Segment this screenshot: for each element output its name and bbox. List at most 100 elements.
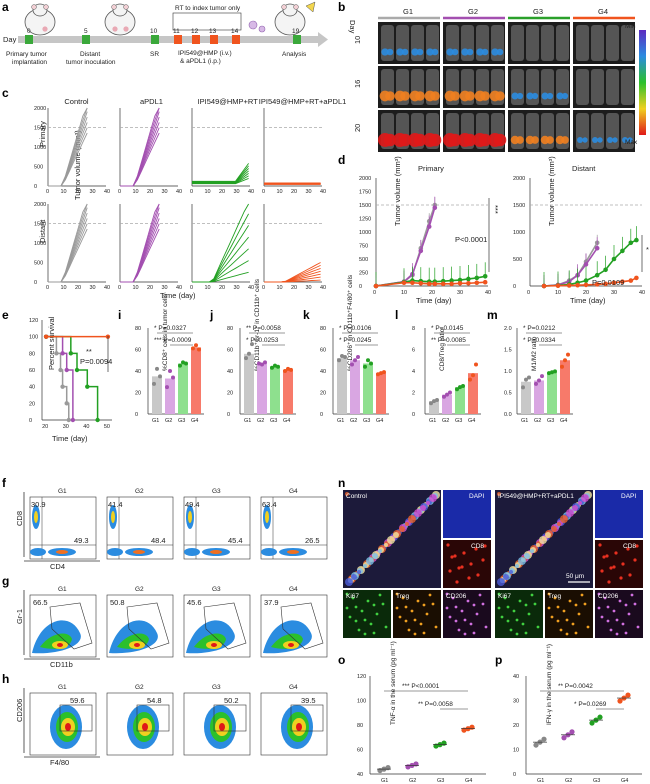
d-point <box>634 275 639 281</box>
d-ytick: 1500 <box>359 203 371 209</box>
d-point <box>603 281 608 287</box>
d-ytick: 1500 <box>513 203 525 209</box>
c-xtick: 0 <box>46 189 49 195</box>
f-ylabel: CD8 <box>15 511 24 526</box>
n-tile-dot <box>500 615 504 619</box>
e-point <box>85 384 90 389</box>
n-tile-dot <box>524 631 528 635</box>
b-group-G2: G2 <box>468 7 478 16</box>
bar-sig-1: * P=0.0327 <box>154 325 187 332</box>
c-ytick: 1000 <box>34 145 46 151</box>
n-tile-dot <box>369 622 373 626</box>
bar-ylabel-k: %CD206⁺ in CD11b⁺F4/80⁺ cells <box>347 274 354 371</box>
n-cell <box>518 557 526 565</box>
d-point <box>583 282 589 288</box>
b-mouse-silhouette <box>491 25 504 61</box>
n-tile-dot <box>597 606 601 610</box>
h-gate <box>136 704 170 732</box>
b-signal <box>480 91 490 101</box>
c-xtick: 10 <box>205 189 211 195</box>
c-curve <box>120 122 160 187</box>
g-gate <box>280 602 324 650</box>
c-xtick: 30 <box>162 189 168 195</box>
c-xtick: 0 <box>118 285 121 291</box>
mouse-icon-1 <box>24 3 56 36</box>
n-tile-dot <box>547 606 551 610</box>
n-cell <box>357 570 361 574</box>
p-dot-G2 <box>569 729 575 735</box>
f-value-br-G1: 49.3 <box>74 536 89 545</box>
d-point <box>620 279 625 284</box>
n-tile-dot <box>354 605 358 609</box>
n-tile-dot <box>562 609 566 613</box>
b-signal <box>546 136 554 144</box>
panel-label-e: e <box>2 308 9 322</box>
bar-ytick: 0 <box>135 412 138 418</box>
d-ytick: 750 <box>359 244 368 250</box>
c-xtick: 0 <box>262 285 265 291</box>
n-cd8-dot <box>455 580 459 584</box>
p-sig-1: ** P=0.0042 <box>558 683 593 690</box>
rt-bracket <box>172 12 242 31</box>
bar-dot <box>560 364 564 369</box>
d-ytick: 500 <box>513 257 522 263</box>
e-p: P=0.0094 <box>80 357 112 366</box>
n-cell <box>414 509 422 517</box>
n-tile-dot <box>428 593 432 597</box>
b-signal <box>413 133 427 147</box>
d-point <box>432 281 438 287</box>
e-xtick: 50 <box>104 424 110 430</box>
bar-dot <box>524 377 528 382</box>
c-xtick: 0 <box>262 189 265 195</box>
b-mouse-silhouette <box>476 25 489 61</box>
timeline-ticks <box>25 35 301 44</box>
n-tile-label: CD8 <box>471 543 484 550</box>
g-gate <box>203 602 247 650</box>
n-cd8-dot <box>614 551 618 555</box>
c-xtick: 20 <box>75 285 81 291</box>
b-mouse-silhouette <box>396 25 409 61</box>
n-tile-dot <box>606 605 610 609</box>
f-value-tl-G3: 49.4 <box>185 500 200 509</box>
c-ytick: 1500 <box>34 222 46 228</box>
e-ylabel: Percent survival <box>47 316 56 370</box>
p-dot-G1 <box>533 742 539 748</box>
bar-dot <box>283 369 287 373</box>
e-point <box>68 351 74 356</box>
d-xtick: 40 <box>639 290 645 296</box>
n-tile-dot <box>603 596 607 600</box>
c-curve <box>264 262 321 283</box>
n-tile-dot <box>615 632 619 636</box>
n-cell <box>372 553 378 559</box>
b-mouse-silhouette <box>381 25 394 61</box>
bar-xtick: G3 <box>270 418 277 424</box>
n-tile-dot <box>445 606 449 610</box>
n-tile-dot <box>556 605 560 609</box>
b-signal <box>556 92 564 100</box>
n-tile-dot <box>348 615 352 619</box>
h-cluster-peak <box>142 723 148 731</box>
e-point <box>43 334 49 339</box>
e-point <box>64 401 69 406</box>
b-group-G3: G3 <box>533 7 543 16</box>
n-tile-label: CD206 <box>446 593 467 600</box>
n-tile-dot <box>378 593 382 597</box>
bar-xtick: G1 <box>337 418 344 424</box>
bar-xtick: G2 <box>442 418 449 424</box>
bar-dot <box>343 355 347 360</box>
o-dot-G4 <box>469 724 475 730</box>
panel-n-immunofluorescence: Control DAPI CD8 Ki67 Treg CD206 IPI549@HMP+RT… <box>343 490 643 638</box>
p-ytick: 20 <box>513 723 519 729</box>
n-tile-dot <box>395 592 399 596</box>
d-point <box>457 281 463 286</box>
n-cd8-dot <box>600 569 604 573</box>
d-point <box>449 281 454 287</box>
c-xtick: 20 <box>219 189 225 195</box>
n-cd8-dot <box>453 554 457 558</box>
b-signal <box>582 137 588 143</box>
bar-dot <box>194 343 198 348</box>
bar-dot <box>257 361 261 366</box>
bar-dot <box>468 377 472 382</box>
d-point <box>418 281 424 286</box>
n-tile-dot <box>515 632 519 636</box>
